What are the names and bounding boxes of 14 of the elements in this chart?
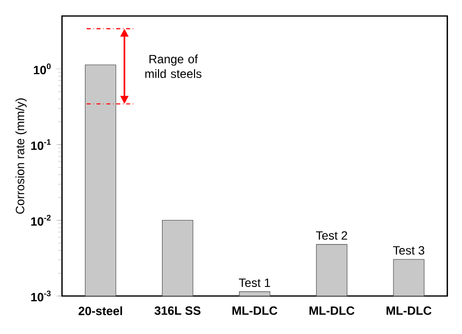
x-tick-label: ML-DLC [310, 306, 354, 315]
y-axis-title: Corrosion rate (mm/y) [15, 98, 27, 214]
y-tick-label: 10$^{-1}$ [31, 139, 51, 150]
y-tick-label: 10$^{-2}$ [31, 214, 51, 226]
x-tick-label: ML-DLC [232, 306, 278, 315]
annotation: Test 1 [238, 278, 270, 287]
y-tick-label: 10$^{0}$ [34, 63, 51, 74]
annotation: Test 3 [393, 246, 424, 255]
x-tick-label: 316L SS [154, 306, 200, 315]
annotation: Test 2 [316, 231, 348, 240]
x-tick-label: ML-DLC [386, 306, 432, 315]
y-tick-label: 10$^{-3}$ [31, 290, 51, 302]
x-tick-label: 20-steel [78, 306, 122, 316]
annotation: Range of mild steels [145, 54, 202, 78]
